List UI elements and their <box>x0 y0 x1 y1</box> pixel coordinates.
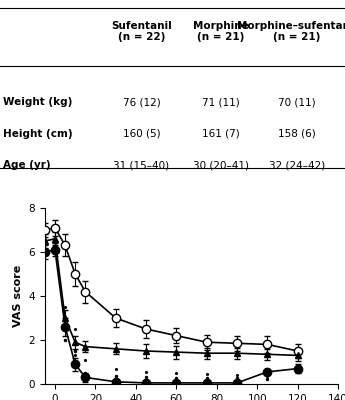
Text: 31 (15–40): 31 (15–40) <box>114 160 169 170</box>
Text: Age (yr): Age (yr) <box>3 160 51 170</box>
Text: Morphine
(n = 21): Morphine (n = 21) <box>193 21 249 42</box>
Text: Sufentanil
(n = 22): Sufentanil (n = 22) <box>111 21 172 42</box>
Text: Morphine–sufentanil
(n = 21): Morphine–sufentanil (n = 21) <box>237 21 345 42</box>
Text: 160 (5): 160 (5) <box>122 129 160 139</box>
Text: 158 (6): 158 (6) <box>278 129 316 139</box>
Text: Weight (kg): Weight (kg) <box>3 97 73 107</box>
Text: 71 (11): 71 (11) <box>202 97 240 107</box>
Text: 161 (7): 161 (7) <box>202 129 240 139</box>
Text: 32 (24–42): 32 (24–42) <box>268 160 325 170</box>
Y-axis label: VAS score: VAS score <box>13 265 23 327</box>
Text: 76 (12): 76 (12) <box>122 97 160 107</box>
Text: 70 (11): 70 (11) <box>278 97 316 107</box>
Text: Height (cm): Height (cm) <box>3 129 73 139</box>
Text: 30 (20–41): 30 (20–41) <box>193 160 249 170</box>
